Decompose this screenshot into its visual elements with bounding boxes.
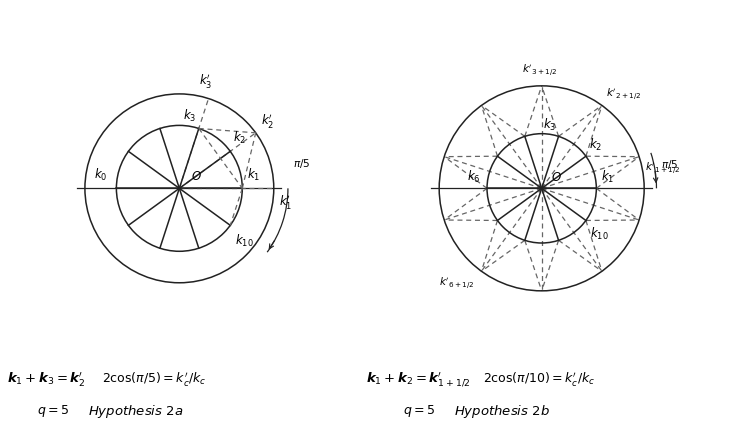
Text: $k_2$: $k_2$ [233,131,246,146]
Text: $k_2$: $k_2$ [589,137,602,153]
Text: $O$: $O$ [192,170,202,184]
Text: $\mathit{Hypothesis\ 2b}$: $\mathit{Hypothesis\ 2b}$ [454,403,550,420]
Text: $k_1'$: $k_1'$ [279,193,292,211]
Text: $q=5$: $q=5$ [37,403,69,419]
Text: $k_3$: $k_3$ [543,117,556,133]
Text: $\pi/5$: $\pi/5$ [661,158,679,171]
Text: $O$: $O$ [550,171,561,184]
Text: $k_{10}$: $k_{10}$ [591,226,609,242]
Text: $2\cos(\pi/10)=k_c^{\prime}/k_c$: $2\cos(\pi/10)=k_c^{\prime}/k_c$ [483,370,595,388]
Text: $k'_{2+1/2}$: $k'_{2+1/2}$ [607,87,642,102]
Text: $q=5$: $q=5$ [403,403,435,419]
Text: $k'_{1+1/2}$: $k'_{1+1/2}$ [645,160,680,176]
Text: $2\cos(\pi/5)=k_c^{\prime}/k_c$: $2\cos(\pi/5)=k_c^{\prime}/k_c$ [102,370,207,388]
Text: $k_1$: $k_1$ [601,169,614,185]
Text: $k_{10}$: $k_{10}$ [235,233,254,249]
Text: $\boldsymbol{k}_1+\boldsymbol{k}_2=\boldsymbol{k}_{1+1/2}^{\prime}$: $\boldsymbol{k}_1+\boldsymbol{k}_2=\bold… [366,370,471,388]
Text: $\mathit{Hypothesis\ 2a}$: $\mathit{Hypothesis\ 2a}$ [88,403,184,420]
Text: $k_3'$: $k_3'$ [199,72,213,90]
Text: $\pi/5$: $\pi/5$ [294,156,311,170]
Text: $k_1$: $k_1$ [247,167,261,184]
Text: $k_3$: $k_3$ [183,107,196,124]
Text: $k_0$: $k_0$ [94,167,108,184]
Text: $k_2'$: $k_2'$ [261,113,274,131]
Text: $k'_{3+1/2}$: $k'_{3+1/2}$ [522,62,557,78]
Text: $\boldsymbol{k}_1+\boldsymbol{k}_3=\boldsymbol{k}_2^{\prime}$: $\boldsymbol{k}_1+\boldsymbol{k}_3=\bold… [7,370,86,388]
Text: $k_6$: $k_6$ [466,169,480,185]
Text: $k'_{6+1/2}$: $k'_{6+1/2}$ [439,276,474,291]
